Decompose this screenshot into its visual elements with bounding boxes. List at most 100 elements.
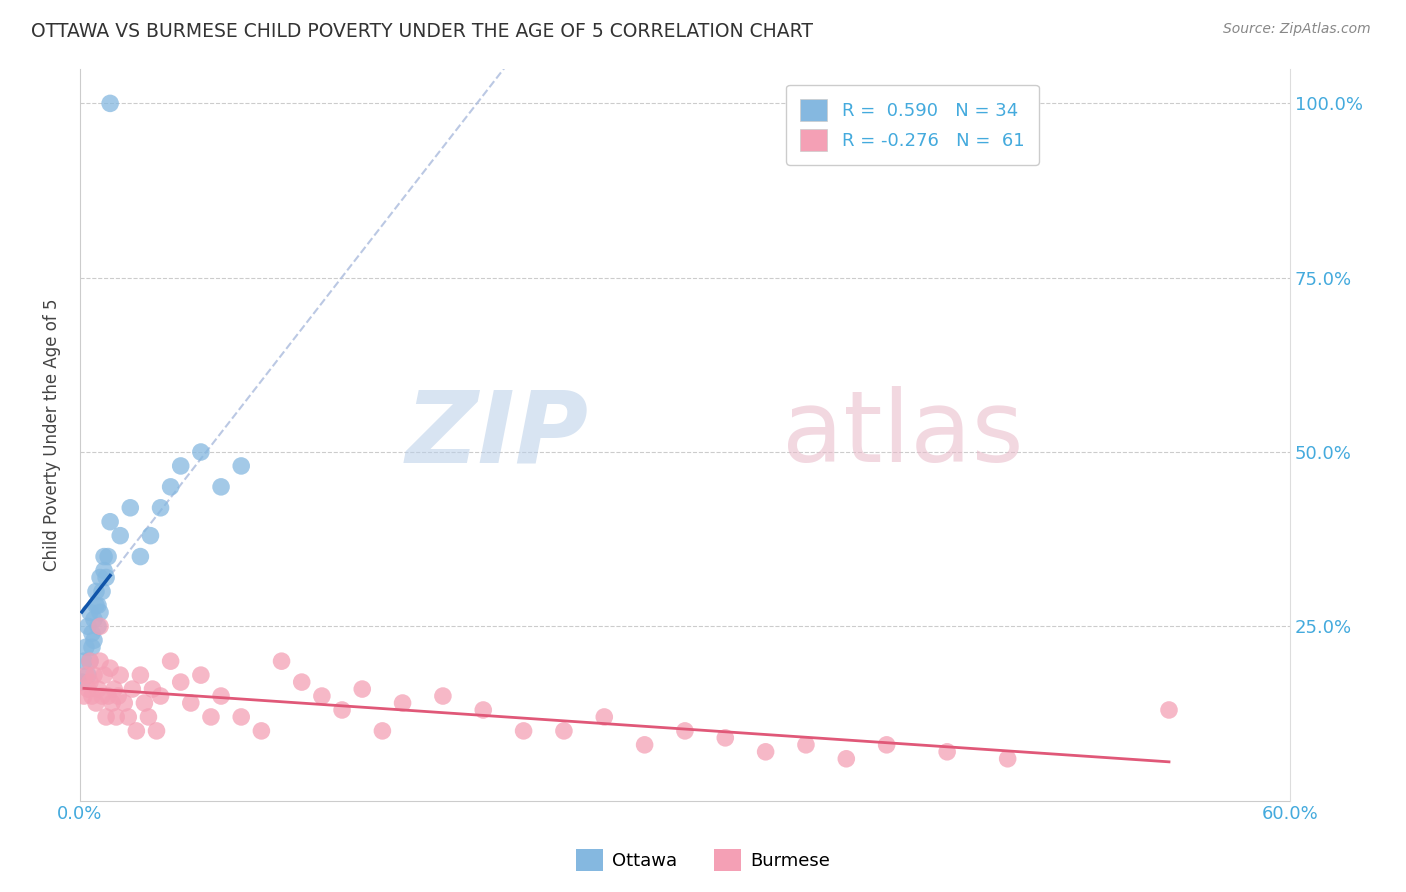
Point <box>180 696 202 710</box>
Point <box>633 738 655 752</box>
Point <box>101 696 124 710</box>
Point <box>84 696 107 710</box>
Point <box>80 626 103 640</box>
Point <box>170 675 193 690</box>
Point <box>73 689 96 703</box>
Point <box>200 710 222 724</box>
Point <box>84 584 107 599</box>
Point <box>112 696 135 710</box>
Point <box>89 606 111 620</box>
Point <box>125 723 148 738</box>
Point <box>89 654 111 668</box>
Point <box>129 668 152 682</box>
Point <box>311 689 333 703</box>
Point <box>755 745 778 759</box>
Text: atlas: atlas <box>782 386 1024 483</box>
Point <box>70 675 93 690</box>
Point <box>80 689 103 703</box>
Point <box>79 654 101 668</box>
Point <box>77 619 100 633</box>
Point <box>108 529 131 543</box>
Point <box>129 549 152 564</box>
Point <box>250 723 273 738</box>
Point <box>87 619 110 633</box>
Point <box>75 668 97 682</box>
Y-axis label: Child Poverty Under the Age of 5: Child Poverty Under the Age of 5 <box>44 298 60 571</box>
Point <box>231 710 253 724</box>
Point <box>108 668 131 682</box>
Point <box>84 599 107 613</box>
Text: ZIP: ZIP <box>405 386 588 483</box>
Point <box>673 723 696 738</box>
Legend: Ottawa, Burmese: Ottawa, Burmese <box>569 842 837 879</box>
Point <box>553 723 575 738</box>
Point <box>79 606 101 620</box>
Point <box>138 710 160 724</box>
Point <box>139 529 162 543</box>
Point <box>98 661 121 675</box>
Point <box>159 654 181 668</box>
Point <box>79 654 101 668</box>
Point <box>190 668 212 682</box>
Point <box>352 681 374 696</box>
Point <box>94 570 117 584</box>
Point <box>997 752 1019 766</box>
Point <box>512 723 534 738</box>
Point <box>159 480 181 494</box>
Point <box>80 640 103 655</box>
Point <box>209 689 232 703</box>
Text: Source: ZipAtlas.com: Source: ZipAtlas.com <box>1223 22 1371 37</box>
Point <box>190 445 212 459</box>
Point <box>87 681 110 696</box>
Point <box>231 458 253 473</box>
Point <box>83 633 105 648</box>
Point <box>936 745 959 759</box>
Point <box>794 738 817 752</box>
Point <box>97 549 120 564</box>
Point <box>145 723 167 738</box>
Point <box>121 681 143 696</box>
Point <box>93 668 115 682</box>
Point <box>91 584 114 599</box>
Point <box>472 703 495 717</box>
Point <box>371 723 394 738</box>
Point <box>134 696 156 710</box>
Point <box>120 500 142 515</box>
Point <box>107 689 129 703</box>
Point <box>291 675 314 690</box>
Point <box>93 549 115 564</box>
Point <box>117 710 139 724</box>
Point <box>77 668 100 682</box>
Point <box>79 675 101 690</box>
Point <box>170 458 193 473</box>
Point <box>91 689 114 703</box>
Point <box>83 668 105 682</box>
Legend: R =  0.590   N = 34, R = -0.276   N =  61: R = 0.590 N = 34, R = -0.276 N = 61 <box>786 85 1039 165</box>
Point <box>77 681 100 696</box>
Point <box>94 710 117 724</box>
Point <box>98 96 121 111</box>
Point <box>141 681 163 696</box>
Point <box>87 599 110 613</box>
Point <box>209 480 232 494</box>
Point <box>75 640 97 655</box>
Point <box>98 515 121 529</box>
Point <box>835 752 858 766</box>
Point <box>93 564 115 578</box>
Point <box>270 654 292 668</box>
Point <box>103 681 125 696</box>
Point <box>83 612 105 626</box>
Point <box>432 689 454 703</box>
Point <box>73 654 96 668</box>
Point <box>149 689 172 703</box>
Point <box>876 738 898 752</box>
Point <box>391 696 413 710</box>
Point <box>97 689 120 703</box>
Point <box>149 500 172 515</box>
Point <box>89 570 111 584</box>
Point <box>714 731 737 745</box>
Point <box>593 710 616 724</box>
Text: OTTAWA VS BURMESE CHILD POVERTY UNDER THE AGE OF 5 CORRELATION CHART: OTTAWA VS BURMESE CHILD POVERTY UNDER TH… <box>31 22 813 41</box>
Point <box>105 710 128 724</box>
Point <box>89 619 111 633</box>
